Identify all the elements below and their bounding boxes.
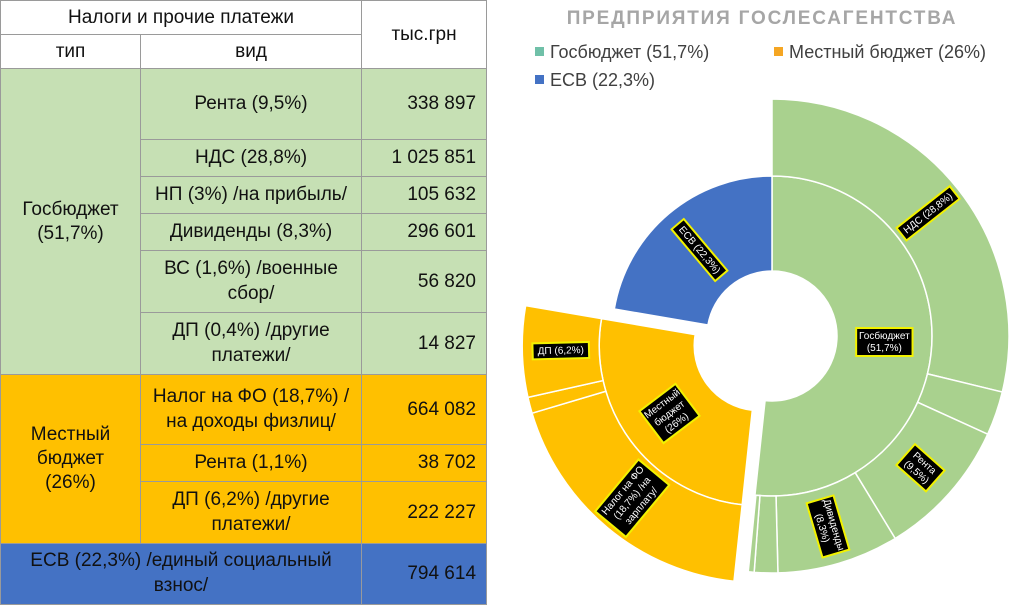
table-row: Госбюджет (51,7%) Рента (9,5%) 338 897 [0,68,488,375]
outer-segment [747,494,761,574]
legend-item-gosbudget: Госбюджет (51,7%) [535,42,709,63]
kind-cell: Рента (1,1%) [139,444,363,482]
table-row: ДП (0,4%) /другие платежи/14 827 [1,312,488,375]
outer-segment [771,98,1010,393]
esv-value-cell: 794 614 [361,543,488,605]
inner-label: Госбюджет(51,7%) [855,327,914,358]
table-row: Рента (1,1%) 38 702 [1,444,488,482]
group-type-cell: Местный бюджет (26%) [0,374,141,544]
value-cell: 1 025 851 [361,139,488,177]
kind-cell: ДП (6,2%) /другие платежи/ [139,481,363,544]
value-cell: 338 897 [361,68,488,140]
legend-swatch [535,46,544,56]
value-cell: 664 082 [361,374,488,445]
chart-title: ПРЕДПРИЯТИЯ ГОСЛЕСАГЕНТСТВА [566,8,958,29]
legend-item-esv: ЕСВ (22,3%) [535,70,655,91]
kind-cell: Дивиденды (8,3%) [139,213,363,251]
value-header: тыс.грн [361,0,488,69]
table-row: НДС (28,8%) 1 025 851 [1,139,488,177]
value-cell: 296 601 [361,213,488,251]
value-cell: 14 827 [361,312,488,375]
value-cell: 105 632 [361,176,488,214]
value-cell: 222 227 [361,481,488,544]
outer-label: ДП (6,2%) [531,340,591,361]
legend-item-local-budget: Местный бюджет (26%) [774,42,986,63]
type-header: тип [0,34,141,69]
svg-text:Госбюджет: Госбюджет [859,330,910,342]
table-row: ДП (6,2%) /другие платежи/222 227 [1,481,488,544]
legend-swatch [774,46,783,56]
group-type-cell: Госбюджет (51,7%) [0,68,141,375]
outer-label: Рента(9,5%) [894,442,946,493]
legend-label: ЕСВ (22,3%) [550,70,656,90]
table-row-esv: ЕСВ (22,3%) /единый социальный взнос/794… [0,543,488,605]
legend-label: Местный бюджет (26%) [789,42,987,62]
kind-cell: НП (3%) /на прибыль/ [139,176,363,214]
kind-cell: Рента (9,5%) [139,68,363,140]
value-cell: 38 702 [361,444,488,482]
legend-swatch [535,74,544,84]
table-title: Налоги и прочие платежи [0,0,363,35]
esv-label-cell: ЕСВ (22,3%) /единый социальный взнос/ [0,543,363,605]
kind-cell: ДП (0,4%) /другие платежи/ [139,312,363,375]
legend-label: Госбюджет (51,7%) [550,42,710,62]
kind-cell: НДС (28,8%) [139,139,363,177]
kind-header: вид [139,34,363,69]
kind-cell: ВС (1,6%) /военные сбор/ [139,250,363,313]
sunburst-chart: ПРЕДПРИЯТИЯ ГОСЛЕСАГЕНТСТВА Госбюджет (5… [500,0,1024,604]
table-row: Местный бюджет (26%) Налог на ФО (18,7%) … [0,374,488,544]
svg-text:ДП (6,2%): ДП (6,2%) [538,345,584,357]
table-row: Дивиденды (8,3%) 296 601 [1,213,488,251]
tax-table: Налоги и прочие платежи тыс.грн тип вид … [0,0,488,605]
kind-cell: Налог на ФО (18,7%) /на доходы физлиц/ [139,374,363,445]
value-cell: 56 820 [361,250,488,313]
table-row: ВС (1,6%) /военные сбор/56 820 [1,250,488,313]
svg-text:(51,7%): (51,7%) [867,343,902,354]
